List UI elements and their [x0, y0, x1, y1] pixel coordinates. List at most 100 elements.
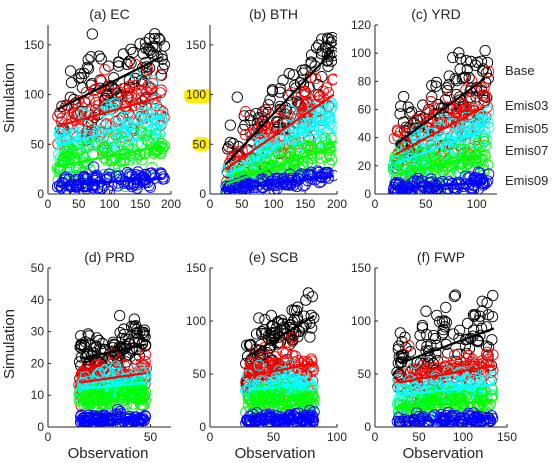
fit-line: [395, 153, 486, 176]
x-tick-label: 50: [144, 430, 158, 444]
x-tick-label: 100: [99, 197, 119, 211]
scatter-point: [324, 99, 336, 111]
y-tick-label: 100: [351, 46, 371, 60]
scatter-point: [460, 54, 472, 67]
scatter-point: [321, 47, 333, 60]
scatter-point: [449, 289, 462, 301]
scatter-point: [262, 122, 274, 134]
scatter-point: [75, 368, 88, 381]
scatter-point: [475, 116, 487, 128]
scatter-point: [422, 350, 434, 362]
scatter-point: [469, 309, 482, 321]
y-tick-label: 20: [358, 159, 372, 173]
scatter-point: [82, 403, 94, 415]
scatter-point: [481, 297, 493, 309]
scatter-point: [451, 102, 463, 115]
scatter-point: [277, 345, 289, 358]
scatter-point: [93, 50, 105, 62]
scatter-point: [396, 349, 408, 361]
scatter-point: [478, 136, 490, 148]
scatter-point: [452, 143, 464, 155]
fit-line: [247, 314, 315, 357]
fit-line: [225, 93, 335, 171]
scatter-point: [113, 356, 125, 368]
scatter-point: [318, 121, 330, 133]
scatter-point: [58, 177, 70, 190]
scatter-point: [269, 122, 281, 134]
x-tick-label: 200: [327, 197, 347, 211]
scatter-point: [449, 349, 461, 361]
scatter-point: [432, 355, 444, 367]
fit-line: [394, 105, 486, 156]
scatter-point: [268, 327, 280, 339]
scatter-point: [482, 105, 495, 118]
scatter-point: [272, 417, 285, 427]
scatter-point: [239, 128, 251, 141]
scatter-point: [394, 108, 406, 120]
scatter-point: [454, 324, 466, 336]
scatter-point: [135, 125, 147, 137]
scatter-point: [437, 133, 449, 145]
scatter-point: [293, 99, 305, 111]
scatter-point: [231, 91, 243, 103]
y-tick-label: 150: [351, 261, 371, 275]
fit-line: [80, 371, 147, 384]
scatter-point: [306, 361, 319, 373]
scatter-point: [409, 418, 422, 427]
scatter-point: [253, 359, 265, 372]
fit-line: [248, 417, 315, 422]
scatter-point: [285, 105, 298, 117]
panel-title: (c) YRD: [411, 6, 461, 22]
x-axis-label-right: Observation: [403, 445, 484, 462]
scatter-point: [283, 397, 296, 409]
x-tick-label: 50: [419, 197, 433, 211]
scatter-point: [114, 326, 126, 339]
scatter-point: [482, 353, 494, 366]
scatter-point: [479, 45, 491, 57]
scatter-point: [139, 348, 152, 361]
scatter-point: [438, 102, 450, 114]
scatter-point: [400, 342, 412, 354]
scatter-point: [487, 371, 499, 384]
scatter-point: [241, 184, 253, 194]
scatter-point: [99, 64, 111, 76]
scatter-point: [58, 130, 71, 143]
scatter-point: [109, 360, 122, 372]
scatter-point: [84, 123, 96, 135]
scatter-point: [430, 80, 442, 92]
scatter-point: [454, 53, 467, 65]
scatter-point: [420, 305, 432, 317]
scatter-point: [129, 384, 141, 396]
scatter-point: [447, 119, 459, 131]
scatter-point: [482, 159, 494, 171]
scatter-point: [325, 97, 337, 109]
scatter-point: [467, 179, 479, 192]
y-tick-label: 50: [193, 367, 207, 381]
scatter-point: [149, 123, 162, 136]
scatter-point: [268, 120, 280, 132]
scatter-point: [465, 74, 478, 87]
scatter-point: [482, 72, 494, 84]
scatter-point: [299, 89, 312, 101]
scatter-point: [255, 327, 268, 340]
scatter-point: [457, 180, 470, 193]
scatter-point: [485, 392, 498, 404]
scatter-point: [102, 60, 115, 72]
scatter-point: [454, 91, 466, 103]
scatter-point: [433, 177, 446, 189]
scatter-point: [238, 110, 250, 122]
scatter-point: [264, 357, 276, 369]
fit-line: [80, 343, 147, 360]
scatter-point: [139, 330, 151, 343]
scatter-point: [101, 173, 113, 185]
scatter-point: [123, 333, 135, 346]
y-tick-label: 150: [24, 38, 44, 52]
scatter-point: [223, 180, 235, 192]
scatter-point: [474, 392, 486, 405]
x-axis-label-center: Observation: [235, 445, 316, 462]
scatter-point: [140, 42, 152, 54]
scatter-point: [404, 346, 417, 358]
legend-label-emis03: Emis03: [505, 98, 548, 113]
y-tick-label: 40: [31, 293, 45, 307]
scatter-point: [155, 84, 167, 96]
